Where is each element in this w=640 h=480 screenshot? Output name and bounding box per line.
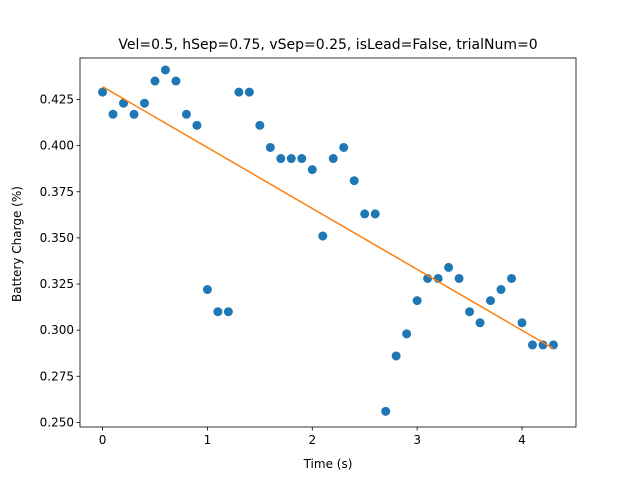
chart-title: Vel=0.5, hSep=0.75, vSep=0.25, isLead=Fa… bbox=[118, 37, 537, 53]
scatter-point bbox=[297, 154, 307, 164]
scatter-point bbox=[223, 307, 233, 317]
scatter-point bbox=[360, 209, 370, 219]
scatter-point bbox=[391, 351, 401, 361]
scatter-point bbox=[255, 120, 265, 130]
scatter-point bbox=[527, 340, 537, 350]
scatter-point bbox=[465, 307, 475, 317]
scatter-point bbox=[486, 296, 496, 306]
scatter-point bbox=[213, 307, 223, 317]
scatter-point bbox=[181, 109, 191, 119]
scatter-point bbox=[286, 154, 296, 164]
scatter-point bbox=[244, 87, 254, 97]
scatter-point bbox=[202, 285, 212, 295]
scatter-point bbox=[98, 87, 108, 97]
scatter-point bbox=[412, 296, 422, 306]
scatter-point bbox=[192, 120, 202, 130]
y-tick-label: 0.250 bbox=[40, 415, 74, 429]
scatter-point bbox=[454, 273, 464, 283]
plot-data bbox=[98, 65, 558, 416]
y-tick-label: 0.300 bbox=[40, 323, 74, 337]
scatter-point bbox=[108, 109, 118, 119]
trend-line bbox=[102, 85, 554, 350]
y-tick-label: 0.325 bbox=[40, 277, 74, 291]
y-tick-label: 0.400 bbox=[40, 139, 74, 153]
y-tick-label: 0.350 bbox=[40, 231, 74, 245]
scatter-point bbox=[349, 176, 359, 186]
y-tick-label: 0.375 bbox=[40, 185, 74, 199]
scatter-point bbox=[517, 318, 527, 328]
scatter-point bbox=[496, 285, 506, 295]
scatter-point bbox=[150, 76, 160, 86]
plot-frame bbox=[79, 57, 577, 428]
scatter-point bbox=[381, 406, 391, 416]
scatter-point bbox=[328, 154, 338, 164]
scatter-point bbox=[234, 87, 244, 97]
x-tick-label: 3 bbox=[413, 433, 421, 447]
scatter-point bbox=[538, 340, 548, 350]
y-tick-label: 0.425 bbox=[40, 93, 74, 107]
x-tick-label: 0 bbox=[99, 433, 107, 447]
x-tick-label: 4 bbox=[518, 433, 526, 447]
scatter-point bbox=[276, 154, 286, 164]
scatter-point bbox=[318, 231, 328, 241]
x-axis-label: Time (s) bbox=[303, 457, 353, 471]
scatter-point bbox=[370, 209, 380, 219]
scatter-point bbox=[444, 262, 454, 272]
scatter-point bbox=[307, 165, 317, 175]
scatter-point bbox=[129, 109, 139, 119]
y-tick-label: 0.275 bbox=[40, 369, 74, 383]
scatter-point bbox=[265, 142, 275, 152]
scatter-point bbox=[475, 318, 485, 328]
scatter-point bbox=[171, 76, 181, 86]
scatter-point bbox=[139, 98, 149, 108]
y-axis-label: Battery Charge (%) bbox=[10, 186, 24, 302]
scatter-point bbox=[339, 142, 349, 152]
x-tick-label: 2 bbox=[308, 433, 316, 447]
scatter-point bbox=[507, 273, 517, 283]
x-tick-label: 1 bbox=[204, 433, 212, 447]
scatter-point bbox=[402, 329, 412, 339]
axes: 0 1 2 3 4 0.250 0.275 0.300 0.325 0.350 0.375 0.400… bbox=[40, 57, 577, 447]
scatter-point bbox=[160, 65, 170, 75]
